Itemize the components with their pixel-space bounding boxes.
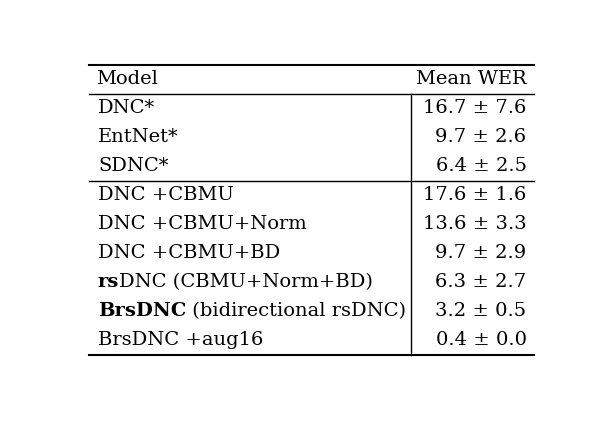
Text: rs: rs [98, 273, 119, 291]
Text: SDNC*: SDNC* [98, 157, 168, 175]
Text: EntNet*: EntNet* [98, 128, 179, 146]
Text: 16.7 ± 7.6: 16.7 ± 7.6 [423, 99, 527, 117]
Text: 3.2 ± 0.5: 3.2 ± 0.5 [435, 302, 527, 320]
Text: 6.4 ± 2.5: 6.4 ± 2.5 [435, 157, 527, 175]
Text: DNC*: DNC* [98, 99, 155, 117]
Text: DNC +CBMU: DNC +CBMU [98, 186, 234, 204]
Text: BrsDNC: BrsDNC [98, 302, 187, 320]
Text: DNC (CBMU+Norm+BD): DNC (CBMU+Norm+BD) [119, 273, 373, 291]
Text: DNC +CBMU+Norm: DNC +CBMU+Norm [98, 215, 307, 233]
Text: (bidirectional rsDNC): (bidirectional rsDNC) [187, 302, 406, 320]
Text: Model: Model [96, 70, 157, 88]
Text: 9.7 ± 2.9: 9.7 ± 2.9 [435, 244, 527, 262]
Text: 17.6 ± 1.6: 17.6 ± 1.6 [423, 186, 527, 204]
Text: 6.3 ± 2.7: 6.3 ± 2.7 [435, 273, 527, 291]
Text: BrsDNC +aug16: BrsDNC +aug16 [98, 331, 263, 349]
Text: 0.4 ± 0.0: 0.4 ± 0.0 [435, 331, 527, 349]
Text: Mean WER: Mean WER [416, 70, 527, 88]
Text: 13.6 ± 3.3: 13.6 ± 3.3 [423, 215, 527, 233]
Text: 9.7 ± 2.6: 9.7 ± 2.6 [435, 128, 527, 146]
Text: DNC +CBMU+BD: DNC +CBMU+BD [98, 244, 280, 262]
